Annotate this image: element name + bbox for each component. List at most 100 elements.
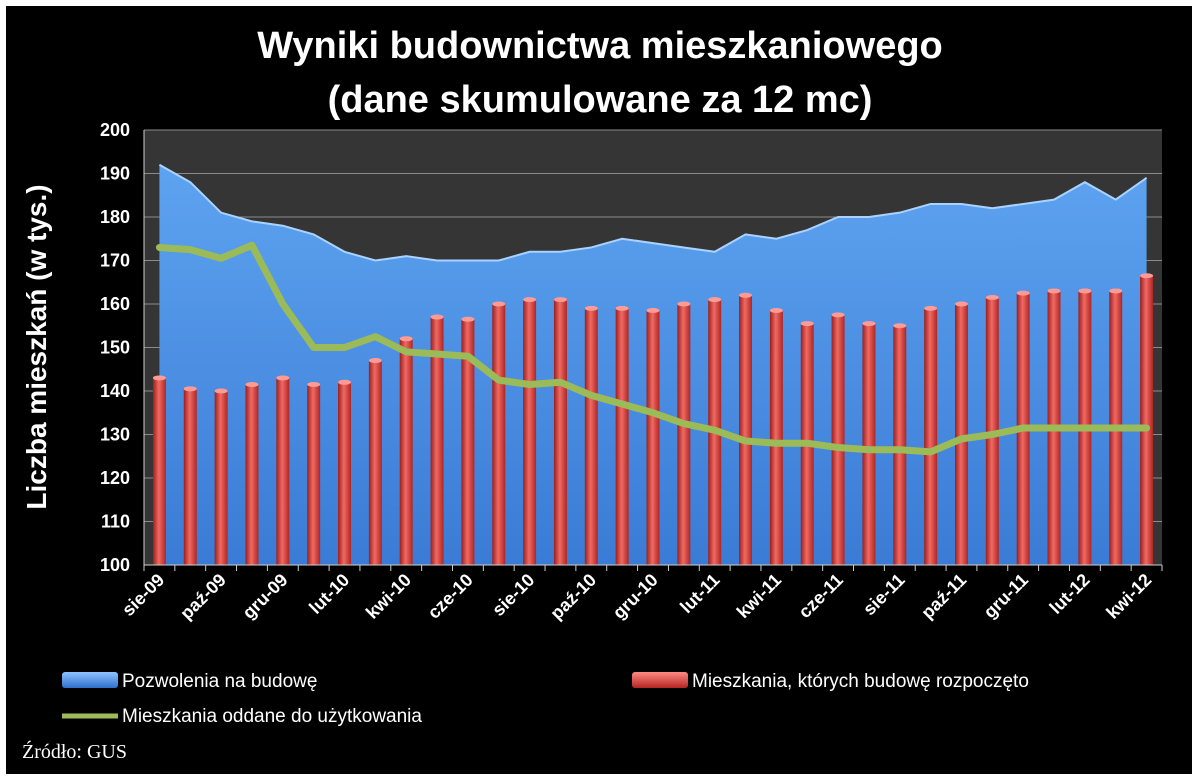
bar-cap bbox=[1078, 288, 1092, 294]
bar-cap bbox=[708, 297, 722, 303]
legend-label-area: Pozwolenia na budowę bbox=[122, 671, 317, 692]
bar-cap bbox=[1016, 290, 1030, 296]
bar bbox=[307, 384, 321, 565]
line-point bbox=[1084, 427, 1086, 429]
y-tick-label: 150 bbox=[100, 338, 130, 358]
line-point bbox=[251, 244, 253, 246]
line-point bbox=[313, 347, 315, 348]
x-tick-label: cze-11 bbox=[795, 570, 847, 622]
bar bbox=[338, 382, 351, 565]
bar-cap bbox=[893, 323, 907, 329]
bar-cap bbox=[862, 321, 876, 327]
legend-label-bar: Mieszkania, których budowę rozpoczęto bbox=[692, 671, 1029, 692]
bar-cap bbox=[1140, 273, 1154, 279]
legend-label-line: Mieszkania oddane do użytkowania bbox=[122, 706, 422, 727]
bar-cap bbox=[985, 294, 999, 300]
line-point bbox=[714, 429, 716, 431]
x-tick-label: sie-11 bbox=[859, 570, 909, 620]
x-tick-label: lut-11 bbox=[676, 570, 723, 617]
y-tick-labels: 100 110 120 130 140 150 160 170 180 190 200 bbox=[100, 120, 130, 575]
line-series bbox=[155, 241, 1151, 456]
bar-cap bbox=[677, 301, 691, 307]
y-tick-label: 140 bbox=[100, 381, 130, 401]
bar bbox=[276, 377, 290, 565]
bar-cap bbox=[800, 321, 814, 327]
line-point bbox=[220, 257, 222, 259]
y-tick-label: 180 bbox=[100, 207, 130, 227]
x-tick-label: paź-09 bbox=[176, 570, 230, 624]
bar-cap bbox=[245, 381, 259, 387]
line-point bbox=[1022, 427, 1024, 429]
bar-cap bbox=[615, 305, 629, 311]
bar-cap bbox=[1109, 288, 1123, 294]
y-tick-label: 170 bbox=[100, 251, 130, 271]
bar-cap bbox=[276, 375, 290, 381]
bar-cap bbox=[307, 381, 321, 387]
chart-title: Wyniki budownictwa mieszkaniowego bbox=[257, 25, 943, 67]
bar-cap bbox=[183, 386, 197, 392]
bar bbox=[893, 325, 907, 565]
bar bbox=[152, 377, 166, 565]
bar-cap bbox=[152, 375, 166, 381]
x-tick-label: paź-10 bbox=[546, 570, 600, 624]
bar-cap bbox=[214, 388, 228, 394]
bar bbox=[553, 299, 567, 565]
x-tick-label: gru-09 bbox=[239, 570, 292, 623]
line-point bbox=[467, 355, 469, 357]
bar bbox=[214, 391, 228, 565]
line-point bbox=[960, 438, 962, 440]
bar-cap bbox=[399, 336, 413, 342]
bar-cap bbox=[769, 308, 783, 314]
y-axis-label: Liczba mieszkań (w tys.) bbox=[21, 184, 52, 509]
bar bbox=[399, 338, 413, 565]
bar-cap bbox=[492, 301, 506, 307]
x-tick-label: sie-09 bbox=[118, 570, 168, 620]
bar-cap bbox=[646, 308, 660, 314]
y-tick-label: 200 bbox=[100, 120, 130, 140]
x-tick-label: sie-10 bbox=[488, 570, 538, 620]
bar-cap bbox=[584, 305, 598, 311]
line-point bbox=[559, 381, 561, 383]
bar bbox=[584, 308, 598, 565]
area-top-edge bbox=[158, 163, 1148, 262]
x-tick-label: lut-12 bbox=[1046, 570, 1094, 618]
line-point bbox=[775, 442, 777, 444]
line-point bbox=[1146, 427, 1148, 429]
legend-swatch-area bbox=[62, 672, 118, 688]
line-point bbox=[374, 336, 376, 338]
bar bbox=[769, 310, 783, 565]
line-point bbox=[405, 351, 407, 353]
line-point bbox=[282, 303, 284, 305]
bar-cap bbox=[955, 301, 968, 307]
x-tick-labels: sie-09 paź-09 gru-09 lut-10 kwi-10 cze-10 sie-… bbox=[118, 570, 1155, 624]
x-tick-label: kwi-10 bbox=[362, 570, 415, 623]
bar-cap bbox=[338, 379, 351, 385]
bar bbox=[368, 360, 382, 565]
line-point bbox=[683, 423, 685, 425]
line-point bbox=[806, 442, 808, 444]
bar bbox=[615, 308, 629, 565]
bar-cap bbox=[924, 305, 938, 311]
x-tick-label: lut-10 bbox=[305, 570, 353, 618]
y-tick-label: 190 bbox=[100, 164, 130, 184]
line-point bbox=[837, 447, 839, 449]
bar bbox=[831, 314, 845, 565]
bar bbox=[1140, 275, 1154, 565]
bar-cap bbox=[1047, 288, 1061, 294]
x-tick-label: kwi-12 bbox=[1102, 570, 1155, 623]
x-tick-label: kwi-11 bbox=[733, 570, 785, 622]
chart-subtitle: (dane skumulowane za 12 mc) bbox=[328, 79, 873, 121]
bar bbox=[245, 384, 259, 565]
x-tick-label: gru-11 bbox=[980, 570, 1032, 622]
line-point bbox=[652, 412, 654, 414]
bar bbox=[862, 323, 876, 565]
bar-cap bbox=[430, 314, 444, 320]
line-point bbox=[930, 451, 932, 453]
source-note: Źródło: GUS bbox=[22, 740, 127, 763]
bar-cap bbox=[553, 297, 567, 303]
x-tick-label: gru-10 bbox=[609, 570, 662, 623]
bar bbox=[924, 308, 938, 565]
bar bbox=[523, 299, 537, 565]
bar-cap bbox=[461, 316, 475, 322]
